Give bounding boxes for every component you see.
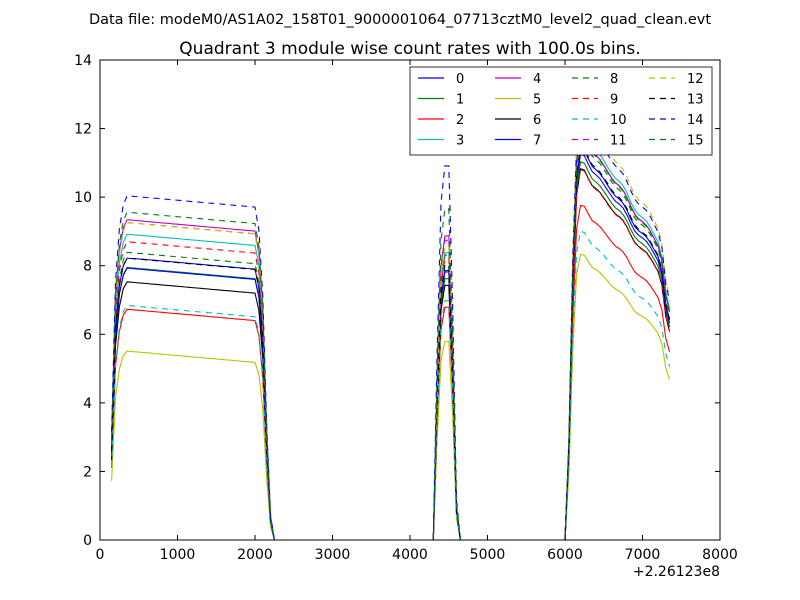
series-line-3 bbox=[111, 127, 671, 541]
series-line-0 bbox=[111, 148, 671, 541]
x-tick-label: 2000 bbox=[237, 547, 273, 563]
series-line-6 bbox=[111, 167, 671, 541]
x-offset-label: +2.26123e8 bbox=[633, 564, 720, 580]
x-tick-label: 5000 bbox=[470, 547, 506, 563]
y-tick-label: 10 bbox=[74, 190, 92, 206]
legend-label-7: 7 bbox=[533, 134, 541, 149]
legend-label-5: 5 bbox=[533, 93, 541, 108]
series-line-4 bbox=[111, 132, 671, 541]
series-line-7 bbox=[111, 153, 671, 541]
series-line-8 bbox=[111, 134, 671, 541]
y-tick-label: 4 bbox=[83, 396, 92, 412]
x-tick-label: 6000 bbox=[547, 547, 583, 563]
y-tick-label: 0 bbox=[83, 533, 92, 549]
x-tick-label: 1000 bbox=[160, 547, 196, 563]
series-line-13 bbox=[111, 146, 671, 541]
legend-label-15: 15 bbox=[687, 134, 704, 149]
legend-label-12: 12 bbox=[687, 72, 704, 87]
legend-label-6: 6 bbox=[533, 113, 541, 128]
y-tick-label: 6 bbox=[83, 327, 92, 343]
legend-label-0: 0 bbox=[456, 72, 464, 87]
series-line-11 bbox=[111, 132, 671, 541]
chart-title: Quadrant 3 module wise count rates with … bbox=[179, 39, 640, 59]
x-tick-label: 0 bbox=[96, 547, 105, 563]
legend-label-3: 3 bbox=[456, 134, 464, 149]
x-tick-label: 7000 bbox=[625, 547, 661, 563]
y-tick-label: 8 bbox=[83, 259, 92, 275]
series-line-2 bbox=[111, 204, 671, 541]
legend-label-13: 13 bbox=[687, 93, 704, 108]
x-axis: 0 1000 2000 3000 4000 5000 6000 7000 8000 bbox=[96, 60, 738, 563]
legend-label-1: 1 bbox=[456, 93, 464, 108]
series-line-10 bbox=[111, 230, 671, 541]
series-line-15 bbox=[111, 137, 671, 541]
series-line-14 bbox=[111, 114, 671, 541]
y-tick-label: 12 bbox=[74, 122, 92, 138]
x-tick-label: 3000 bbox=[315, 547, 351, 563]
legend-box bbox=[409, 66, 713, 156]
legend-label-10: 10 bbox=[610, 113, 627, 128]
legend-label-14: 14 bbox=[687, 113, 704, 128]
y-tick-label: 2 bbox=[83, 464, 92, 480]
x-tick-label: 8000 bbox=[702, 547, 738, 563]
legend-label-8: 8 bbox=[610, 72, 618, 87]
legend-label-9: 9 bbox=[610, 93, 618, 108]
x-tick-label: 4000 bbox=[392, 547, 428, 563]
y-tick-label: 14 bbox=[74, 53, 92, 69]
legend-label-2: 2 bbox=[456, 113, 464, 128]
series-group bbox=[111, 108, 671, 541]
legend-label-11: 11 bbox=[610, 134, 627, 149]
series-line-5 bbox=[111, 253, 671, 541]
series-line-1 bbox=[111, 161, 671, 541]
figure-suptitle: Data file: modeM0/AS1A02_158T01_90000010… bbox=[89, 12, 711, 28]
legend-label-4: 4 bbox=[533, 72, 541, 87]
